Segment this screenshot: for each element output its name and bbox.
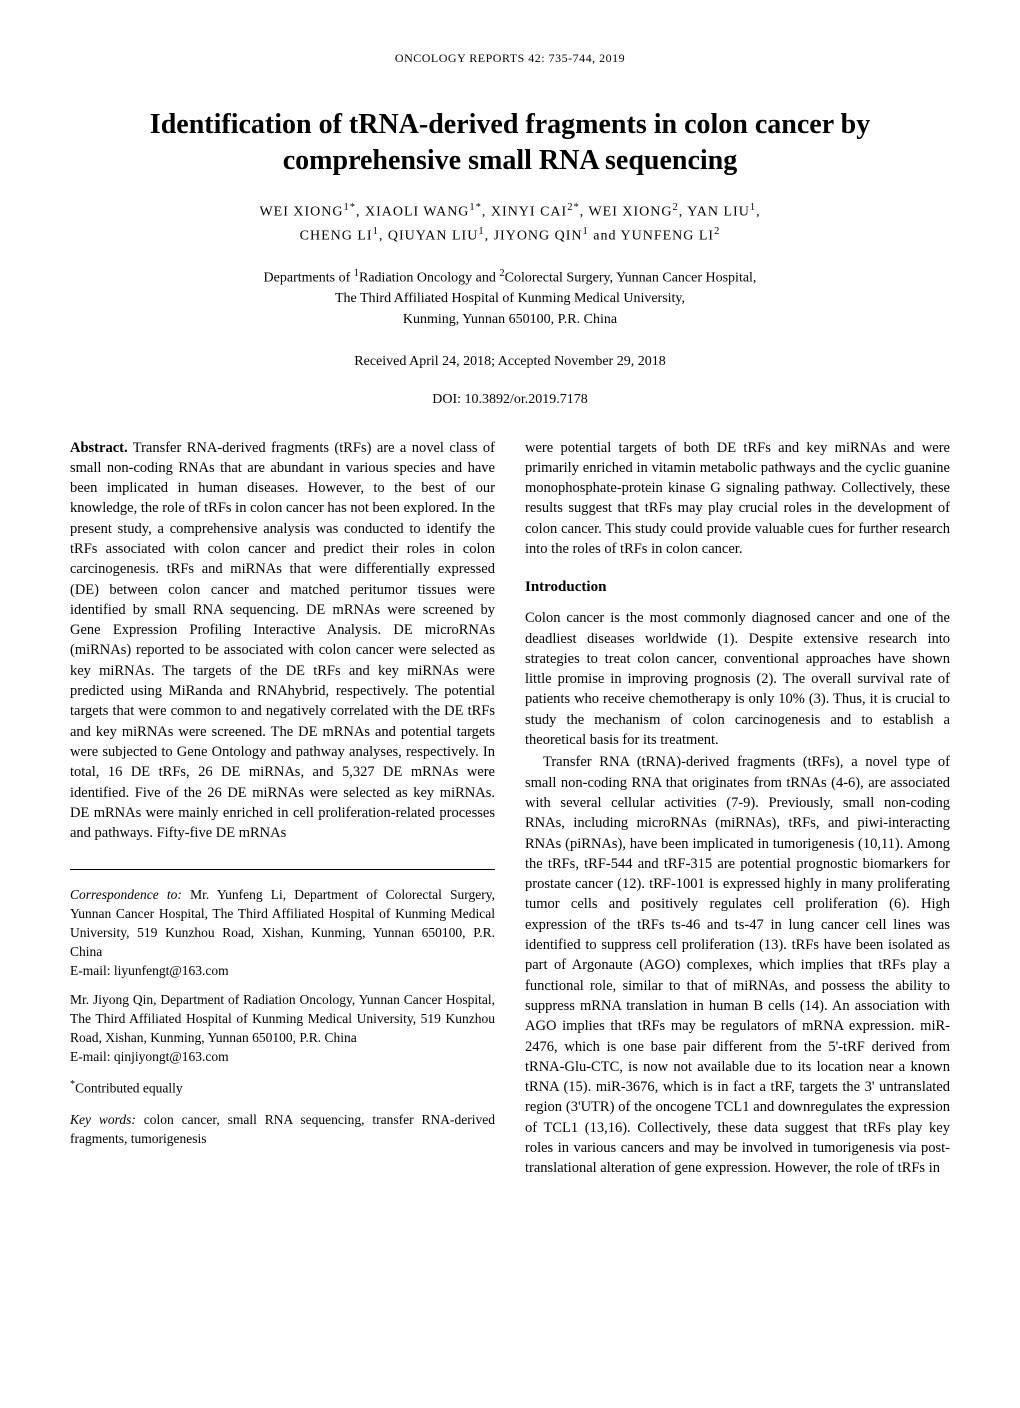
- separator: ,: [482, 204, 491, 219]
- correspondence-email: E-mail: qinjiyongt@163.com: [70, 1048, 495, 1067]
- author-name: JIYONG QIN: [494, 228, 583, 243]
- doi: DOI: 10.3892/or.2019.7178: [70, 390, 950, 410]
- author-name: YAN LIU: [687, 204, 750, 219]
- keywords: Key words: colon cancer, small RNA seque…: [70, 1111, 495, 1149]
- separator: and: [589, 228, 621, 243]
- abstract-body: Transfer RNA-derived fragments (tRFs) ar…: [70, 440, 495, 842]
- separator: ,: [679, 204, 687, 219]
- correspondence-email: E-mail: liyunfengt@163.com: [70, 962, 495, 981]
- keywords-label: Key words:: [70, 1112, 136, 1127]
- affiliation-dept: Radiation Oncology and: [359, 270, 499, 285]
- abstract-continuation: were potential targets of both DE tRFs a…: [525, 438, 950, 560]
- journal-reference: ONCOLOGY REPORTS 42: 735-744, 2019: [70, 50, 950, 67]
- author-name: XIAOLI WANG: [365, 204, 469, 219]
- affiliation-dept: Colorectal Surgery, Yunnan Cancer Hospit…: [505, 270, 757, 285]
- affiliation-line: Kunming, Yunnan 650100, P.R. China: [403, 312, 617, 327]
- correspondence-entry: Correspondence to: Mr. Yunfeng Li, Depar…: [70, 886, 495, 962]
- author-name: WEI XIONG: [588, 204, 672, 219]
- correspondence-entry: Mr. Jiyong Qin, Department of Radiation …: [70, 991, 495, 1048]
- right-column: were potential targets of both DE tRFs a…: [525, 438, 950, 1179]
- separator: ,: [356, 204, 365, 219]
- author-name: WEI XIONG: [259, 204, 343, 219]
- author-name: QIUYAN LIU: [388, 228, 479, 243]
- author-affiliation-sup: 1*: [469, 202, 482, 213]
- received-accepted: Received April 24, 2018; Accepted Novemb…: [70, 352, 950, 372]
- author-affiliation-sup: 2: [714, 226, 720, 237]
- author-name: CHENG LI: [300, 228, 373, 243]
- contributed-text: Contributed equally: [75, 1081, 183, 1096]
- article-title: Identification of tRNA-derived fragments…: [70, 107, 950, 180]
- separator: ,: [485, 228, 494, 243]
- intro-paragraph: Transfer RNA (tRNA)-derived fragments (t…: [525, 752, 950, 1178]
- author-affiliation-sup: 1*: [343, 202, 356, 213]
- separator: ,: [379, 228, 388, 243]
- affiliation-line: The Third Affiliated Hospital of Kunming…: [335, 291, 685, 306]
- two-column-layout: Abstract. Transfer RNA-derived fragments…: [70, 438, 950, 1179]
- correspondence-label: Correspondence to:: [70, 887, 182, 902]
- authors-list: WEI XIONG1*, XIAOLI WANG1*, XINYI CAI2*,…: [70, 200, 950, 248]
- divider-line: [70, 869, 495, 870]
- author-name: XINYI CAI: [491, 204, 567, 219]
- introduction-heading: Introduction: [525, 577, 950, 598]
- author-affiliation-sup: 2*: [567, 202, 580, 213]
- left-column: Abstract. Transfer RNA-derived fragments…: [70, 438, 495, 1179]
- separator: ,: [756, 204, 761, 219]
- intro-paragraph: Colon cancer is the most commonly diagno…: [525, 608, 950, 750]
- affiliations: Departments of 1Radiation Oncology and 2…: [70, 266, 950, 331]
- abstract-paragraph: Abstract. Transfer RNA-derived fragments…: [70, 438, 495, 844]
- contributed-equally: *Contributed equally: [70, 1078, 495, 1098]
- abstract-label: Abstract.: [70, 440, 128, 456]
- correspondence-block: Correspondence to: Mr. Yunfeng Li, Depar…: [70, 886, 495, 1066]
- author-name: YUNFENG LI: [620, 228, 714, 243]
- affiliation-prefix: Departments of: [264, 270, 354, 285]
